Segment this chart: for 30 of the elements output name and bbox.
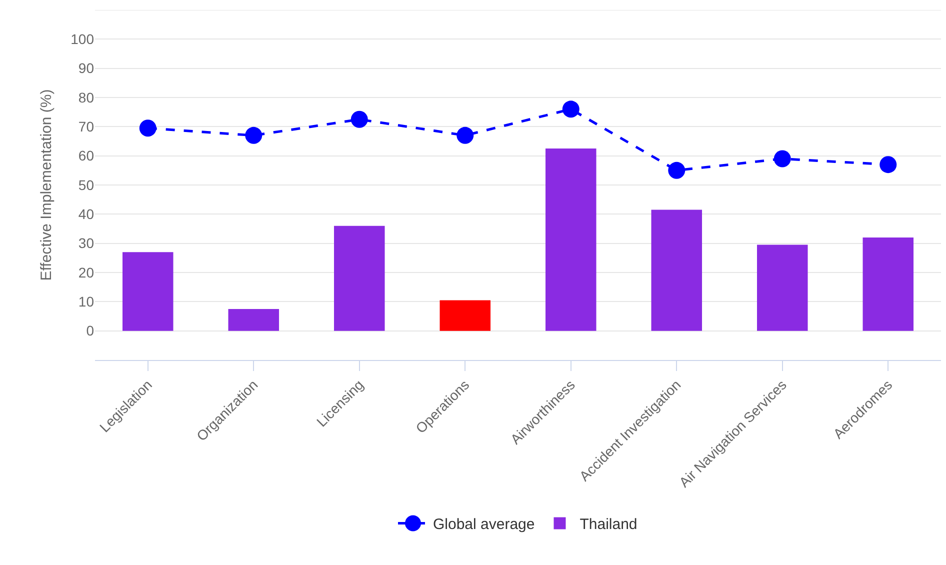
bar bbox=[757, 244, 808, 331]
y-tick-label: 80 bbox=[78, 89, 94, 106]
y-tick-label: 60 bbox=[78, 148, 94, 164]
point bbox=[456, 126, 474, 144]
bar bbox=[228, 308, 280, 331]
y-tick-label: 20 bbox=[78, 264, 94, 280]
y-tick-label: 30 bbox=[78, 235, 94, 252]
bar bbox=[862, 238, 914, 331]
bar bbox=[122, 252, 174, 331]
y-tick-label: 100 bbox=[70, 31, 94, 48]
bar bbox=[334, 226, 385, 331]
legend-label: Global average bbox=[433, 516, 535, 534]
legend-label: Thailand bbox=[580, 516, 638, 534]
point bbox=[139, 120, 156, 137]
point bbox=[245, 126, 262, 144]
bar bbox=[440, 300, 491, 331]
y-tick-label: 40 bbox=[78, 206, 94, 222]
y-tick-label: 50 bbox=[78, 176, 94, 193]
point bbox=[880, 156, 897, 174]
point bbox=[350, 110, 368, 128]
y-axis-title: Effective Implementation (%) bbox=[38, 89, 55, 281]
y-tick-label: 70 bbox=[78, 118, 94, 135]
bar bbox=[546, 148, 596, 331]
bar bbox=[651, 210, 702, 331]
y-tick-label: 90 bbox=[78, 60, 94, 76]
point bbox=[774, 150, 791, 168]
y-tick-label: 10 bbox=[78, 294, 94, 310]
y-tick-label: 0 bbox=[86, 322, 94, 339]
point bbox=[668, 162, 686, 179]
point bbox=[562, 100, 580, 118]
